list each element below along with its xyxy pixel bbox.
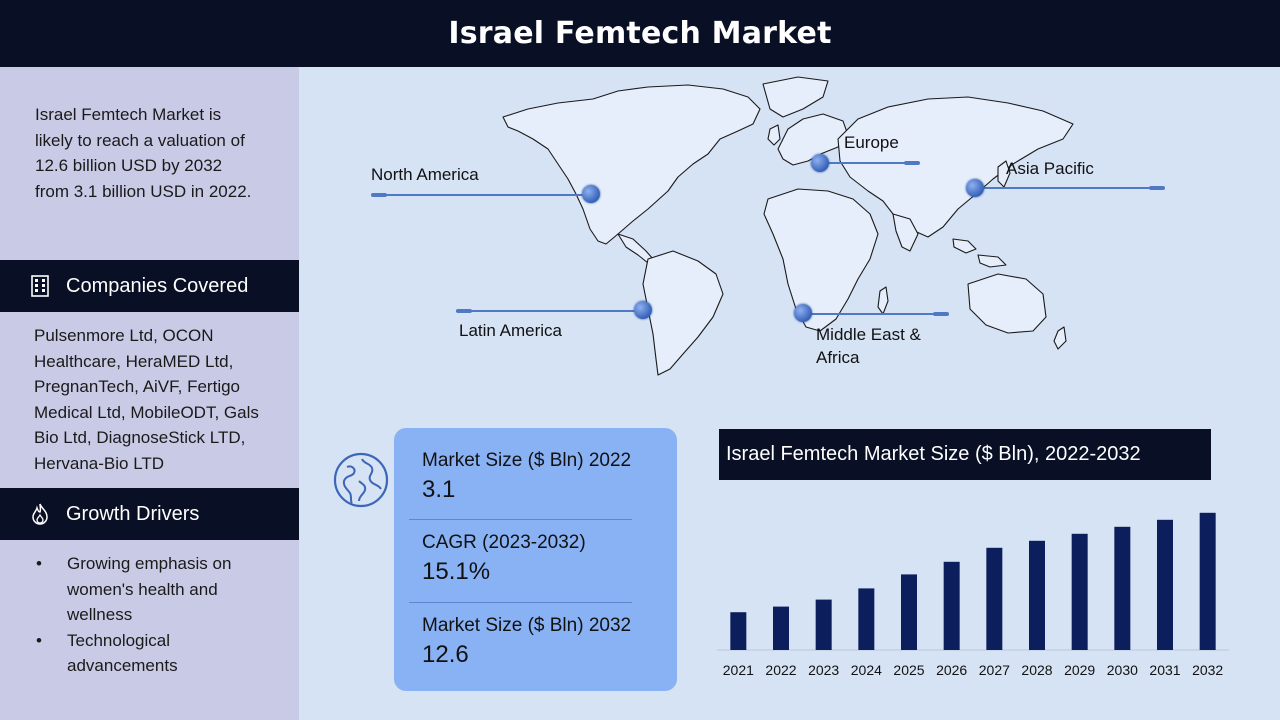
flame-icon xyxy=(30,503,50,525)
tick-label-2031: 2031 xyxy=(1149,662,1180,678)
bar-2032 xyxy=(1199,512,1216,650)
bar-2024 xyxy=(858,588,875,650)
region-label-latin-america: Latin America xyxy=(459,321,562,340)
stat-value: 12.6 xyxy=(422,641,469,668)
chart-title-bar: Israel Femtech Market Size ($ Bln), 2022… xyxy=(719,429,1211,480)
main-area: North America Europe Asia Pacific Latin … xyxy=(299,67,1280,720)
stat-market-size-2032: Market Size ($ Bln) 2032 12.6 xyxy=(422,615,631,669)
bar-2027 xyxy=(986,547,1003,650)
drivers-heading-label: Growth Drivers xyxy=(66,502,200,525)
stat-cagr: CAGR (2023-2032) 15.1% xyxy=(422,532,586,586)
bar-2029 xyxy=(1071,533,1088,650)
stats-panel: Market Size ($ Bln) 2022 3.1 CAGR (2023-… xyxy=(394,428,677,691)
marker-europe[interactable] xyxy=(811,154,829,172)
marker-latin-america[interactable] xyxy=(634,301,652,319)
list-item: Technological advancements xyxy=(36,628,276,679)
stat-label: Market Size ($ Bln) 2022 xyxy=(422,450,632,471)
stat-value: 3.1 xyxy=(422,476,456,503)
bar-2021 xyxy=(730,612,747,650)
region-label-north-america: North America xyxy=(371,165,479,184)
companies-list: Pulsenmore Ltd, OCON Healthcare, HeraMED… xyxy=(34,326,259,473)
bar-2025 xyxy=(901,574,917,650)
bar-2022 xyxy=(773,606,789,650)
bar-chart: 2021 2022 2023 2024 2025 2026 2027 2028 2029 2030… xyxy=(717,512,1229,678)
bar-2031 xyxy=(1157,519,1173,650)
tick-label-2023: 2023 xyxy=(808,662,839,678)
stat-label: CAGR (2023-2032) xyxy=(422,532,586,553)
tick-label-2024: 2024 xyxy=(851,662,882,678)
tick-label-2027: 2027 xyxy=(979,662,1010,678)
leader-line xyxy=(976,187,1164,189)
stat-value: 15.1% xyxy=(422,558,491,585)
sidebar: Israel Femtech Market is likely to reach… xyxy=(0,67,299,720)
leader-end xyxy=(456,309,472,313)
leader-line xyxy=(456,310,644,312)
tick-label-2022: 2022 xyxy=(765,662,796,678)
tick-label-2032: 2032 xyxy=(1192,662,1223,678)
leader-line xyxy=(804,313,947,315)
world-map xyxy=(502,76,1074,376)
region-label-mea: Middle East & Africa xyxy=(816,325,921,367)
stat-label: Market Size ($ Bln) 2032 xyxy=(422,615,632,636)
tick-label-2028: 2028 xyxy=(1021,662,1052,678)
leader-end xyxy=(933,312,949,316)
tick-label-2029: 2029 xyxy=(1064,662,1095,678)
region-label-asia-pacific: Asia Pacific xyxy=(1006,159,1094,178)
divider xyxy=(409,602,632,603)
leader-line xyxy=(820,162,919,164)
globe-icon xyxy=(333,452,389,508)
bar-2028 xyxy=(1029,540,1045,650)
leader-end xyxy=(904,161,920,165)
bar-2030 xyxy=(1114,526,1131,650)
tick-label-2025: 2025 xyxy=(893,662,924,678)
companies-heading: Companies Covered xyxy=(0,260,299,312)
page-title: Israel Femtech Market xyxy=(448,16,832,51)
building-icon xyxy=(30,275,50,297)
companies-heading-label: Companies Covered xyxy=(66,274,249,297)
leader-line xyxy=(373,194,591,196)
bar-2023 xyxy=(815,599,832,650)
marker-north-america[interactable] xyxy=(582,185,600,203)
tick-label-2026: 2026 xyxy=(936,662,967,678)
marker-asia-pacific[interactable] xyxy=(966,179,984,197)
chart-title: Israel Femtech Market Size ($ Bln), 2022… xyxy=(726,443,1141,465)
stat-market-size-2022: Market Size ($ Bln) 2022 3.1 xyxy=(422,450,631,504)
tick-label-2030: 2030 xyxy=(1107,662,1138,678)
title-bar: Israel Femtech Market xyxy=(0,0,1280,67)
divider xyxy=(409,519,632,520)
leader-end xyxy=(371,193,387,197)
marker-mea[interactable] xyxy=(794,304,812,322)
drivers-heading: Growth Drivers xyxy=(0,488,299,540)
list-item: Growing emphasis on women's health and w… xyxy=(36,551,276,628)
drivers-list: Growing emphasis on women's health and w… xyxy=(36,551,276,679)
leader-end xyxy=(1149,186,1165,190)
region-label-europe: Europe xyxy=(844,133,899,152)
tick-label-2021: 2021 xyxy=(723,662,754,678)
intro-text: Israel Femtech Market is likely to reach… xyxy=(35,105,252,201)
bar-2026 xyxy=(943,561,960,650)
